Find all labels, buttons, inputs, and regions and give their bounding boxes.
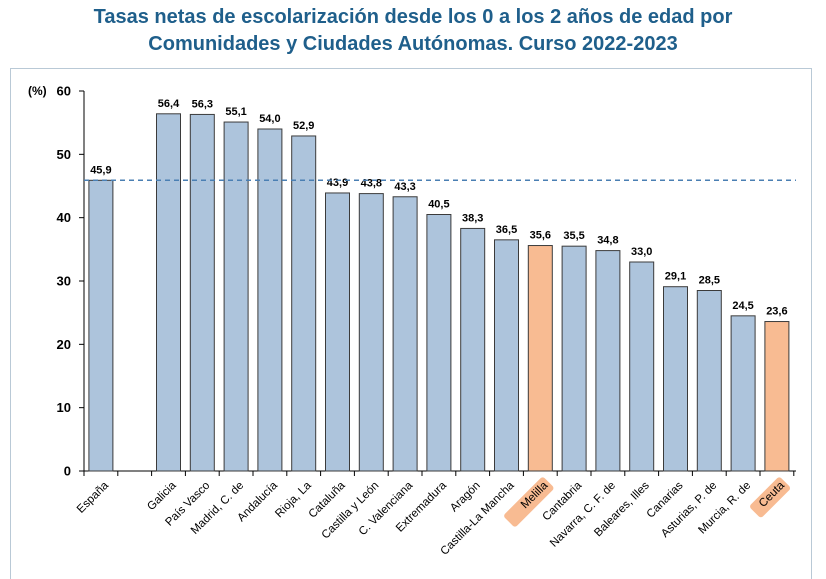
data-label: 55,1 — [225, 106, 246, 118]
data-label: 56,3 — [192, 98, 213, 110]
bar — [764, 321, 790, 472]
data-label: 43,9 — [327, 177, 348, 189]
y-tick-label: 40 — [57, 210, 71, 225]
data-label: 29,1 — [665, 271, 686, 283]
bar — [730, 315, 756, 472]
data-label: 38,3 — [462, 212, 483, 224]
data-label: 24,5 — [732, 300, 753, 312]
data-label: 33,0 — [631, 246, 652, 258]
data-label: 34,8 — [597, 235, 618, 247]
bar — [88, 179, 114, 472]
data-label: 35,5 — [563, 230, 584, 242]
chart-title-line-2: Comunidades y Ciudades Autónomas. Curso … — [148, 33, 678, 55]
bar — [257, 128, 283, 472]
bar — [629, 261, 655, 472]
bar — [223, 121, 249, 472]
bar — [291, 135, 317, 472]
chart-frame — [10, 68, 812, 579]
x-category-group: Galicia — [145, 479, 179, 513]
y-tick-label: 20 — [57, 337, 71, 352]
data-label: 40,5 — [428, 199, 449, 211]
data-label: 43,3 — [394, 181, 415, 193]
data-label: 43,8 — [361, 178, 382, 190]
data-label: 52,9 — [293, 120, 314, 132]
x-category-group: España — [75, 479, 111, 515]
data-label: 54,0 — [259, 113, 280, 125]
bar — [494, 239, 519, 472]
x-category-label: España — [75, 479, 111, 515]
y-tick-label: 30 — [57, 274, 71, 289]
data-label: 35,6 — [530, 230, 551, 242]
bar — [527, 245, 553, 472]
y-tick-label: 50 — [57, 147, 71, 162]
bar — [189, 113, 215, 472]
data-label: 23,6 — [766, 306, 787, 318]
data-label: 28,5 — [699, 275, 720, 287]
bar — [663, 286, 688, 472]
bar — [156, 113, 181, 472]
x-category-label: Galicia — [145, 479, 179, 513]
bar — [392, 196, 418, 472]
y-axis-label: (%) — [28, 84, 47, 98]
y-tick-label: 10 — [57, 400, 71, 415]
category-highlight-box — [504, 477, 554, 527]
bar — [426, 214, 452, 472]
x-category-group: Ceuta — [750, 477, 791, 518]
y-tick-label: 60 — [57, 84, 71, 99]
bar — [358, 193, 384, 472]
data-label: 36,5 — [496, 224, 517, 236]
bar — [460, 227, 486, 472]
category-highlight-box — [750, 477, 791, 518]
bar — [325, 192, 350, 472]
bar — [595, 250, 621, 472]
chart-title: Tasas netas de escolarización desde los … — [0, 4, 826, 58]
data-label: 45,9 — [90, 164, 111, 176]
y-tick-label: 0 — [64, 464, 71, 479]
bar — [561, 245, 587, 472]
bar — [696, 290, 722, 472]
chart-title-line-1: Tasas netas de escolarización desde los … — [93, 6, 733, 28]
data-label: 56,4 — [158, 98, 180, 110]
